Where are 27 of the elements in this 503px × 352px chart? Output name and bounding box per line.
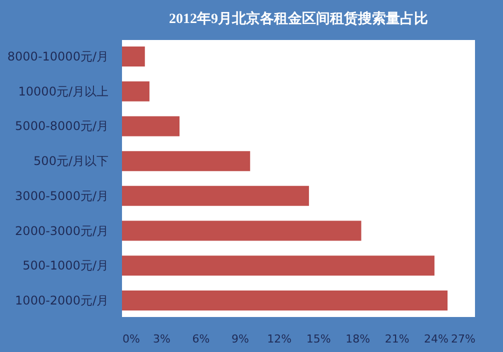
x-tick-label: 3% <box>152 332 170 346</box>
y-tick-label: 500元/月以下 <box>34 154 108 168</box>
x-tick-label: 9% <box>231 332 249 346</box>
y-tick-label: 3000-5000元/月 <box>15 188 108 203</box>
bar <box>122 256 434 276</box>
x-tick-label: 6% <box>192 332 210 346</box>
bar <box>122 186 309 206</box>
x-tick-label: 0% <box>122 332 140 346</box>
x-tick-label: 12% <box>267 332 292 346</box>
x-tick-label: 27% <box>451 332 476 346</box>
y-tick-label: 10000元/月以上 <box>18 84 108 98</box>
chart-title: 2012年9月北京各租金区间租赁搜索量占比 <box>169 10 428 27</box>
bar <box>122 81 150 102</box>
bar <box>122 220 362 241</box>
y-tick-label: 500-1000元/月 <box>22 258 108 273</box>
bar <box>122 46 145 67</box>
x-tick-label: 21% <box>384 332 410 346</box>
y-tick-label: 8000-10000元/月 <box>7 50 108 64</box>
bar <box>122 290 448 310</box>
bar <box>122 151 250 172</box>
x-tick-label: 24% <box>424 332 449 346</box>
bar <box>122 116 180 136</box>
y-tick-label: 5000-8000元/月 <box>15 119 108 134</box>
y-tick-label: 2000-3000元/月 <box>15 224 108 238</box>
x-tick-label: 18% <box>346 332 370 346</box>
y-tick-label: 1000-2000元/月 <box>15 293 108 308</box>
x-tick-label: 15% <box>306 332 331 346</box>
